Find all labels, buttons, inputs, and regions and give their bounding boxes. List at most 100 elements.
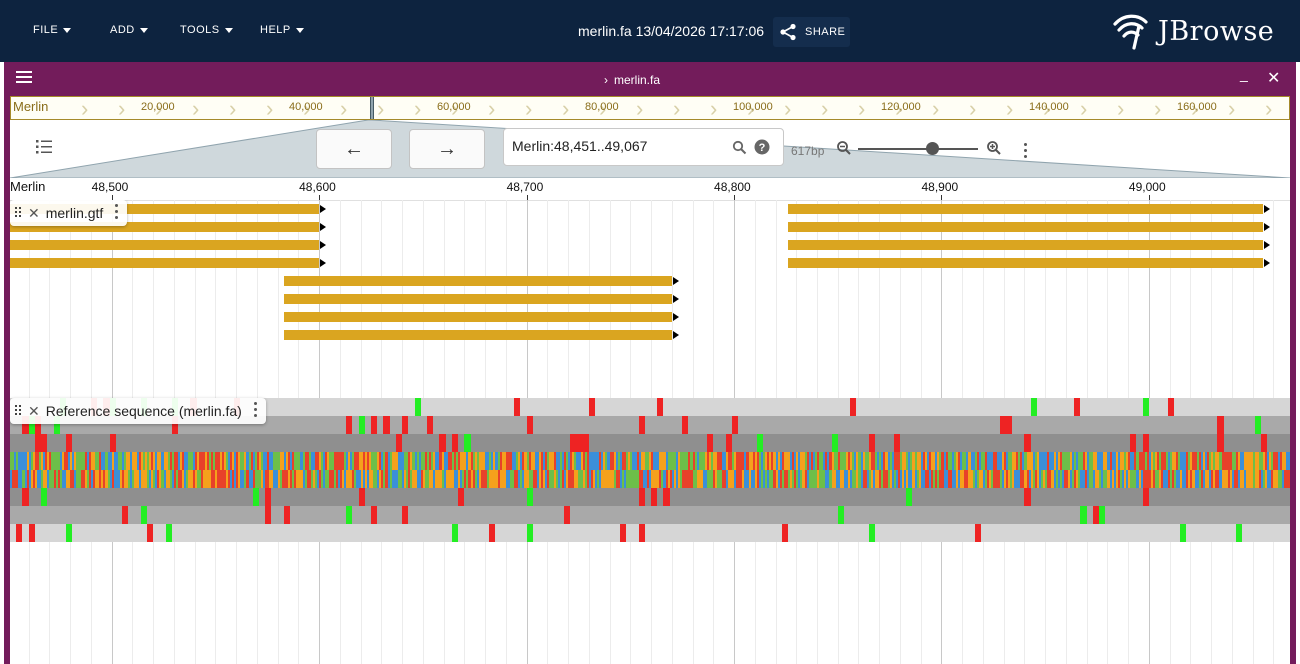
codon-marker: [974, 524, 981, 542]
location-search-input[interactable]: [512, 138, 722, 154]
hamburger-menu-icon[interactable]: [16, 71, 32, 85]
base-a: [644, 452, 648, 470]
base-c: [891, 452, 895, 470]
base-t: [356, 452, 359, 470]
base-a: [698, 452, 702, 470]
base-g: [769, 452, 772, 470]
sequence-track-menu-kebab-icon[interactable]: [253, 402, 258, 420]
scroll-forward-button[interactable]: →: [409, 129, 485, 169]
base-t: [985, 452, 988, 470]
base-g: [431, 470, 434, 488]
base-g: [180, 452, 183, 470]
base-a: [472, 452, 475, 470]
tools-menu-button[interactable]: TOOLS: [180, 24, 233, 36]
base-t: [111, 470, 114, 488]
base-a: [991, 470, 994, 488]
minimize-view-button[interactable]: _: [1240, 66, 1248, 82]
help-menu-button[interactable]: HELP: [260, 24, 304, 36]
help-icon[interactable]: ?: [754, 139, 770, 155]
base-g: [491, 470, 494, 488]
base-g: [628, 452, 631, 470]
base-g: [802, 452, 805, 470]
gtf-track-menu-kebab-icon[interactable]: [115, 204, 119, 222]
base-g: [877, 470, 880, 488]
base-c: [61, 470, 65, 488]
codon-marker: [370, 506, 378, 524]
base-a: [1263, 470, 1266, 488]
overview-viewport-marker[interactable]: [370, 97, 374, 119]
base-t: [175, 452, 179, 470]
base-g: [1202, 452, 1206, 470]
gtf-feature[interactable]: [283, 294, 672, 304]
gtf-feature[interactable]: [787, 222, 1264, 232]
base-t: [283, 470, 287, 488]
base-c: [1117, 452, 1121, 470]
base-c: [760, 452, 764, 470]
gtf-feature[interactable]: [10, 204, 320, 214]
base-t: [408, 452, 411, 470]
base-g: [1254, 470, 1258, 488]
gtf-feature[interactable]: [787, 258, 1264, 268]
base-t: [63, 452, 67, 470]
view-title[interactable]: › merlin.fa: [604, 73, 660, 87]
zoom-slider-thumb[interactable]: [925, 142, 939, 155]
session-title[interactable]: merlin.fa 13/04/2026 17:17:06: [578, 23, 765, 39]
overview-scalebar[interactable]: › › › › › › › › › › › › › › › › › › › › › › › › › › › › › › › › › Merlin…: [10, 96, 1290, 120]
ruler-tick-mark: [526, 195, 528, 200]
gtf-feature[interactable]: [10, 240, 320, 250]
gtf-feature[interactable]: [10, 222, 320, 232]
drag-handle-icon[interactable]: [14, 207, 22, 219]
add-menu-button[interactable]: ADD: [110, 24, 148, 36]
gtf-feature[interactable]: [283, 330, 672, 340]
zoom-out-icon[interactable]: [836, 140, 852, 156]
scroll-back-button[interactable]: ←: [316, 129, 392, 169]
close-track-icon[interactable]: ✕: [28, 402, 40, 419]
share-button[interactable]: SHARE: [773, 17, 850, 47]
drag-handle-icon[interactable]: [14, 405, 22, 417]
base-t: [773, 470, 776, 488]
codon-marker: [109, 434, 116, 452]
search-icon[interactable]: [732, 140, 747, 155]
file-menu-button[interactable]: FILE: [33, 24, 72, 36]
base-g: [47, 452, 50, 470]
base-c: [1148, 452, 1152, 470]
view-options-kebab-icon[interactable]: [1024, 143, 1028, 161]
base-a: [1034, 452, 1038, 470]
base-a: [213, 452, 216, 470]
base-t: [32, 470, 36, 488]
base-t: [727, 452, 731, 470]
track-selector-icon[interactable]: [35, 137, 55, 157]
base-t: [1047, 470, 1050, 488]
overview-chevron-icon: ›: [1043, 96, 1051, 120]
base-c: [466, 452, 469, 470]
base-t: [1275, 452, 1278, 470]
gtf-feature[interactable]: [787, 240, 1264, 250]
base-t: [541, 452, 544, 470]
base-c: [943, 470, 946, 488]
base-c: [1107, 452, 1110, 470]
gtf-feature[interactable]: [283, 312, 672, 322]
base-a: [512, 470, 515, 488]
gtf-feature[interactable]: [283, 276, 672, 286]
zoom-slider-track[interactable]: [858, 148, 978, 150]
base-g: [474, 452, 478, 470]
base-a: [1045, 470, 1048, 488]
position-ruler[interactable]: Merlin 48,500 48,600 48,700 48,800 48,900 49,…: [10, 178, 1290, 201]
codon-marker: [663, 488, 670, 506]
base-c: [837, 470, 841, 488]
zoom-in-icon[interactable]: [986, 140, 1002, 156]
base-t: [36, 452, 40, 470]
base-a: [1188, 452, 1191, 470]
base-a: [1219, 452, 1222, 470]
gtf-feature[interactable]: [787, 204, 1264, 214]
close-view-button[interactable]: ✕: [1267, 70, 1281, 87]
close-track-icon[interactable]: ✕: [28, 204, 40, 221]
base-c: [302, 470, 305, 488]
base-t: [570, 452, 573, 470]
codon-marker: [53, 416, 60, 434]
gtf-feature[interactable]: [10, 258, 320, 268]
codon-marker: [781, 524, 788, 542]
base-t: [1026, 470, 1029, 488]
base-c: [250, 470, 253, 488]
base-g: [258, 452, 262, 470]
